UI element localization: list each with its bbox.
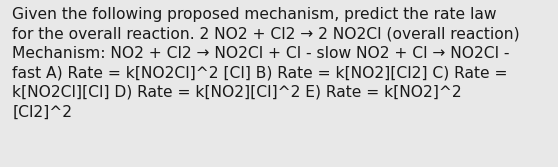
Text: Given the following proposed mechanism, predict the rate law
for the overall rea: Given the following proposed mechanism, … xyxy=(12,7,520,119)
